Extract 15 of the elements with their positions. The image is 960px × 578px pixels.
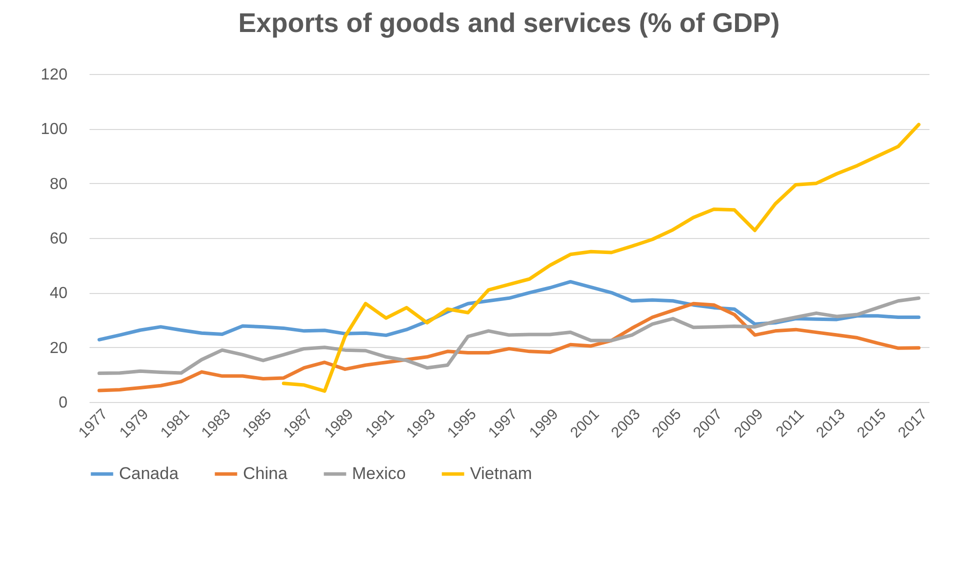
line-series bbox=[97, 296, 921, 376]
line-series bbox=[97, 302, 921, 392]
legend-label: Mexico bbox=[352, 464, 406, 483]
y-tick-label: 60 bbox=[50, 230, 68, 248]
legend-label: Vietnam bbox=[470, 464, 532, 483]
y-tick-label: 80 bbox=[50, 176, 68, 193]
y-tick-label: 20 bbox=[50, 340, 68, 357]
line-series bbox=[282, 122, 921, 393]
y-tick-label: 0 bbox=[58, 394, 68, 412]
legend-label: Canada bbox=[119, 464, 180, 483]
y-tick-label: 40 bbox=[50, 285, 68, 302]
y-tick-label: 120 bbox=[40, 66, 68, 84]
y-tick-label: 100 bbox=[40, 121, 68, 138]
chart-title: Exports of goods and services (% of GDP) bbox=[238, 8, 780, 38]
legend-label: China bbox=[243, 464, 288, 483]
